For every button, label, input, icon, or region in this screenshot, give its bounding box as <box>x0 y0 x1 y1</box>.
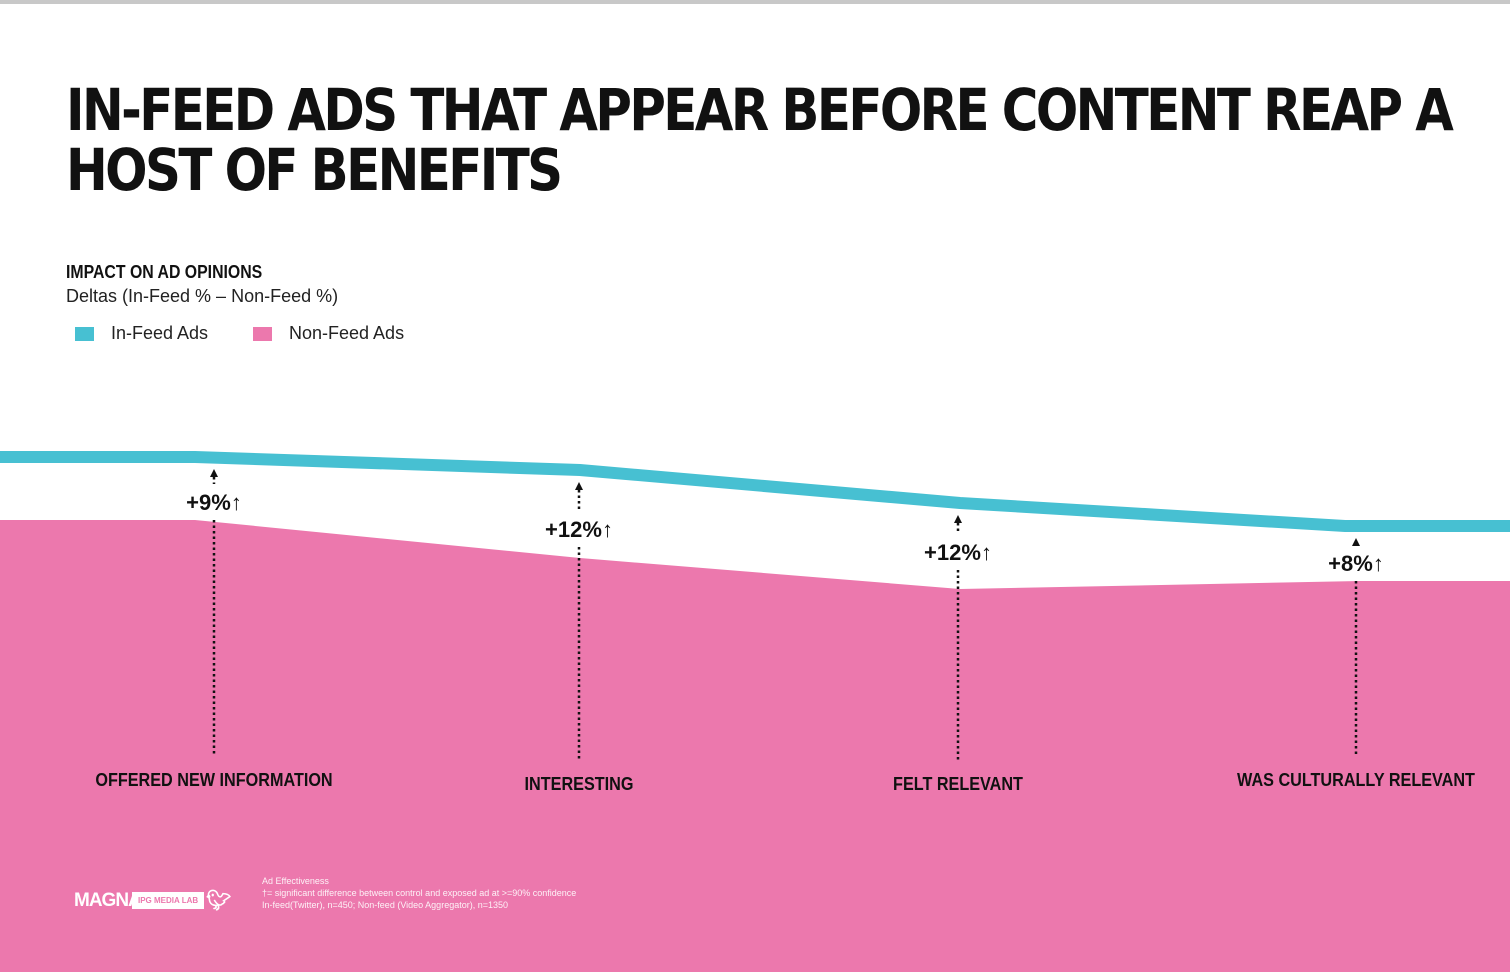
legend-label: Non-Feed Ads <box>289 323 405 343</box>
magna-logo: MAGNA <box>74 890 142 911</box>
legend-swatch-in-feed <box>75 326 94 341</box>
footnote: Ad Effectiveness <box>262 876 329 886</box>
delta-arrowhead <box>1352 538 1360 546</box>
significance-arrow-icon: ↑ <box>601 517 613 542</box>
delta-arrowhead <box>575 482 583 490</box>
footnote: In-feed(Twitter), n=450; Non-feed (Video… <box>262 900 508 910</box>
chart-subtitle: Deltas (In-Feed % – Non-Feed %) <box>66 286 339 306</box>
in-feed-line <box>0 451 1510 532</box>
delta-value: +9% <box>186 490 231 515</box>
legend-item-in-feed: In-Feed Ads <box>75 323 208 344</box>
significance-arrow-icon: ↑ <box>1372 551 1384 576</box>
ipg-media-lab-logo: IPG MEDIA LAB <box>132 892 205 909</box>
legend-label: In-Feed Ads <box>111 323 209 343</box>
non-feed-area <box>0 520 1510 972</box>
category-label: OFFERED NEW INFORMATION <box>95 770 333 790</box>
category-label: WAS CULTURALLY RELEVANT <box>1237 770 1475 790</box>
footnotes: Ad Effectiveness †= significant differen… <box>262 875 576 911</box>
legend-item-non-feed: Non-Feed Ads <box>253 323 404 344</box>
delta-value: +12% <box>545 517 602 542</box>
legend-swatch-non-feed <box>253 326 272 341</box>
page-title: IN-FEED ADS THAT APPEAR BEFORE CONTENT R… <box>66 76 1454 204</box>
delta-value: +12% <box>924 540 981 565</box>
delta-label: +8%↑ <box>1328 551 1384 577</box>
delta-arrowhead <box>954 515 962 523</box>
delta-label: +9%↑ <box>186 490 242 516</box>
footnote: †= significant difference between contro… <box>262 888 577 898</box>
delta-arrowhead <box>210 469 218 477</box>
category-label: INTERESTING <box>524 774 634 794</box>
category-label: FELT RELEVANT <box>893 774 1023 794</box>
chart-subhead: IMPACT ON AD OPINIONS <box>66 262 263 282</box>
delta-label: +12%↑ <box>924 540 992 566</box>
significance-arrow-icon: ↑ <box>230 490 242 515</box>
significance-arrow-icon: ↑ <box>980 540 992 565</box>
top-border <box>0 0 1510 4</box>
delta-value: +8% <box>1328 551 1373 576</box>
twitter-bird-icon: 🐦︎ <box>206 890 232 912</box>
delta-label: +12%↑ <box>545 517 613 543</box>
